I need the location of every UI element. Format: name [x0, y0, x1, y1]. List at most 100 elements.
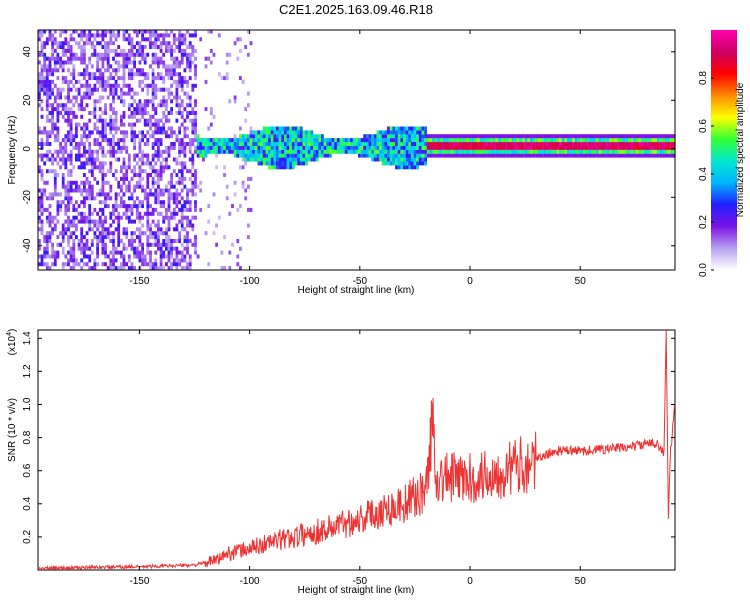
- spectrogram-cell: [53, 184, 57, 189]
- spectrogram-cell: [225, 142, 229, 146]
- spectrogram-cell: [162, 33, 166, 38]
- spectrogram-cell: [165, 262, 168, 267]
- spectrogram-cell: [88, 111, 92, 115]
- spectrogram-cell: [289, 149, 293, 154]
- spectrogram-cell: [135, 207, 139, 212]
- spectrogram-cell: [244, 161, 248, 166]
- spectrogram-cell: [572, 149, 576, 154]
- spectrogram-cell: [596, 149, 599, 154]
- spectrogram-cell: [500, 138, 504, 143]
- spectrogram-cell: [482, 138, 486, 143]
- spectrogram-cell: [109, 145, 113, 150]
- spectrogram-cell: [135, 254, 139, 259]
- spectrogram-cell: [172, 60, 176, 65]
- spectrogram-cell: [299, 149, 303, 154]
- spectrogram-cell: [194, 176, 197, 181]
- spectrogram-cell: [48, 266, 52, 271]
- y-tick-label: -40: [22, 238, 33, 253]
- spectrogram-cell: [96, 68, 99, 73]
- spectrogram-cell: [53, 149, 57, 154]
- spectrogram-cell: [416, 165, 419, 170]
- spectrogram-cell: [64, 262, 68, 267]
- spectrogram-cell: [117, 223, 121, 228]
- spectrogram-cell: [178, 29, 181, 34]
- spectrogram-cell: [151, 83, 155, 88]
- spectrogram-cell: [51, 153, 54, 158]
- spectrogram-cell: [75, 235, 78, 240]
- spectrogram-cell: [463, 149, 467, 154]
- y-tick-label: -20: [22, 190, 33, 205]
- spectrogram-cell: [273, 153, 277, 158]
- spectrogram-cell: [463, 145, 467, 150]
- spectrogram-cell: [186, 246, 189, 251]
- spectrogram-cell: [228, 142, 232, 146]
- spectrogram-cell: [67, 242, 70, 247]
- spectrogram-cell: [167, 145, 171, 150]
- spectrogram-cell: [112, 153, 115, 158]
- spectrogram-cell: [202, 153, 205, 158]
- spectrogram-cell: [305, 153, 308, 158]
- spectrogram-cell: [347, 149, 351, 154]
- spectrogram-cell: [122, 266, 126, 271]
- spectrogram-cell: [180, 254, 184, 259]
- spectrogram-cell: [117, 45, 121, 49]
- spectrogram-cell: [48, 149, 52, 154]
- spectrogram-cell: [448, 145, 451, 150]
- spectrogram-cell: [165, 130, 168, 135]
- spectrogram-cell: [64, 204, 68, 209]
- spectrogram-cell: [69, 37, 73, 42]
- spectrogram-cell: [109, 250, 113, 255]
- spectrogram-cell: [400, 149, 404, 154]
- spectrogram-cell: [384, 130, 388, 135]
- spectrogram-cell: [98, 223, 102, 228]
- spectrogram-cell: [88, 145, 92, 150]
- spectrogram-cell: [506, 138, 509, 143]
- spectrogram-cell: [318, 134, 322, 139]
- spectrogram-cell: [548, 142, 552, 146]
- spectrogram-cell: [395, 134, 398, 139]
- spectrogram-cell: [151, 134, 155, 139]
- spectrogram-cell: [151, 114, 155, 119]
- spectrogram-cell: [154, 60, 158, 65]
- spectrogram-cell: [284, 165, 287, 170]
- spectrogram-cell: [366, 153, 369, 158]
- spectrogram-cell: [59, 103, 62, 108]
- spectrogram-cell: [56, 173, 60, 177]
- spectrogram-cell: [38, 227, 41, 232]
- spectrogram-cell: [172, 157, 176, 162]
- spectrogram-cell: [355, 138, 359, 143]
- spectrogram-cell: [215, 223, 218, 228]
- spectrogram-cell: [553, 138, 557, 143]
- spectrogram-cell: [122, 103, 126, 108]
- spectrogram-cell: [67, 262, 70, 267]
- spectrogram-cell: [135, 103, 139, 108]
- spectrogram-cell: [178, 76, 181, 81]
- spectrogram-cell: [43, 161, 47, 166]
- spectrogram-cell: [339, 145, 343, 150]
- spectrogram-cell: [40, 41, 44, 46]
- spectrogram-cell: [88, 76, 92, 81]
- spectrogram-cell: [495, 142, 499, 146]
- spectrogram-cell: [149, 242, 152, 247]
- spectrogram-cell: [379, 157, 382, 162]
- spectrogram-cell: [294, 130, 298, 135]
- spectrogram-cell: [178, 107, 181, 112]
- spectrogram-cell: [93, 262, 97, 267]
- spectrogram-cell: [371, 134, 375, 139]
- spectrogram-cell: [141, 48, 144, 53]
- spectrogram-cell: [146, 153, 150, 158]
- spectrogram-cell: [403, 149, 406, 154]
- spectrogram-cell: [574, 134, 578, 139]
- spectrogram-cell: [101, 149, 105, 154]
- spectrogram-cell: [98, 52, 102, 57]
- spectrogram-cell: [183, 145, 187, 150]
- spectrogram-cell: [262, 153, 266, 158]
- spectrogram-cell: [432, 142, 435, 146]
- spectrogram-cell: [276, 161, 279, 166]
- spectrogram-cell: [149, 188, 152, 193]
- spectrogram-cell: [400, 142, 404, 146]
- spectrogram-cell: [159, 99, 163, 104]
- spectrogram-cell: [188, 99, 192, 104]
- spectrogram-cell: [83, 242, 86, 247]
- spectrogram-cell: [651, 149, 655, 154]
